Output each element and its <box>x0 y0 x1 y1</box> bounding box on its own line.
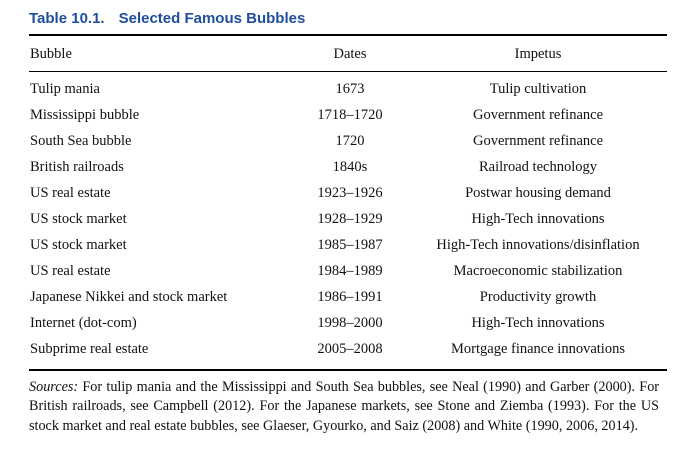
dates-cell: 1986–1991 <box>317 289 383 305</box>
header-dates: Dates <box>333 46 367 62</box>
header-bubble: Bubble <box>30 46 72 62</box>
sources-note: Sources: For tulip mania and the Mississ… <box>29 378 659 436</box>
sources-label: Sources: <box>29 379 79 395</box>
dates-cell: 1718–1720 <box>317 107 383 123</box>
impetus-cell: High-Tech innovations/disinflation <box>436 237 640 253</box>
dates-cell: 1998–2000 <box>317 315 383 331</box>
bubble-cell: US real estate <box>30 263 111 279</box>
bubble-cell: US stock market <box>30 237 127 253</box>
bubble-cell: US real estate <box>30 185 111 201</box>
bubble-cell: US stock market <box>30 211 127 227</box>
impetus-cell: Government refinance <box>472 133 604 149</box>
bubble-cell: Mississippi bubble <box>30 107 140 123</box>
impetus-cell: Postwar housing demand <box>465 185 611 201</box>
sources-text: For tulip mania and the Mississippi and … <box>29 379 660 434</box>
impetus-cell: Macroeconomic stabilization <box>453 263 623 279</box>
bubble-cell: Subprime real estate <box>30 341 149 357</box>
bubble-cell: Tulip mania <box>30 81 100 97</box>
bubble-cell: South Sea bubble <box>30 133 132 149</box>
bubble-cell: British railroads <box>30 159 124 175</box>
impetus-cell: High-Tech innovations <box>471 211 605 227</box>
dates-cell: 1673 <box>335 81 365 97</box>
impetus-cell: Productivity growth <box>479 289 597 305</box>
dates-cell: 1720 <box>335 133 365 149</box>
bottom-rule <box>29 369 667 371</box>
impetus-cell: Tulip cultivation <box>489 81 587 97</box>
header-rule <box>29 71 667 72</box>
dates-cell: 1984–1989 <box>317 263 383 279</box>
dates-cell: 1985–1987 <box>317 237 383 253</box>
dates-cell: 1928–1929 <box>317 211 383 227</box>
table-number: Table 10.1. <box>29 10 105 27</box>
bubble-cell: Japanese Nikkei and stock market <box>30 289 228 305</box>
impetus-cell: High-Tech innovations <box>471 315 605 331</box>
dates-cell: 1923–1926 <box>317 185 383 201</box>
table-caption: Selected Famous Bubbles <box>118 10 306 27</box>
table-title: Table 10.1. Selected Famous Bubbles <box>29 10 305 27</box>
bubble-cell: Internet (dot-com) <box>30 315 137 331</box>
dates-cell: 1840s <box>332 159 368 175</box>
header-impetus: Impetus <box>514 46 562 62</box>
dates-cell: 2005–2008 <box>317 341 383 357</box>
top-rule <box>29 34 667 36</box>
impetus-cell: Mortgage finance innovations <box>451 341 625 357</box>
impetus-cell: Government refinance <box>472 107 604 123</box>
impetus-cell: Railroad technology <box>479 159 597 175</box>
